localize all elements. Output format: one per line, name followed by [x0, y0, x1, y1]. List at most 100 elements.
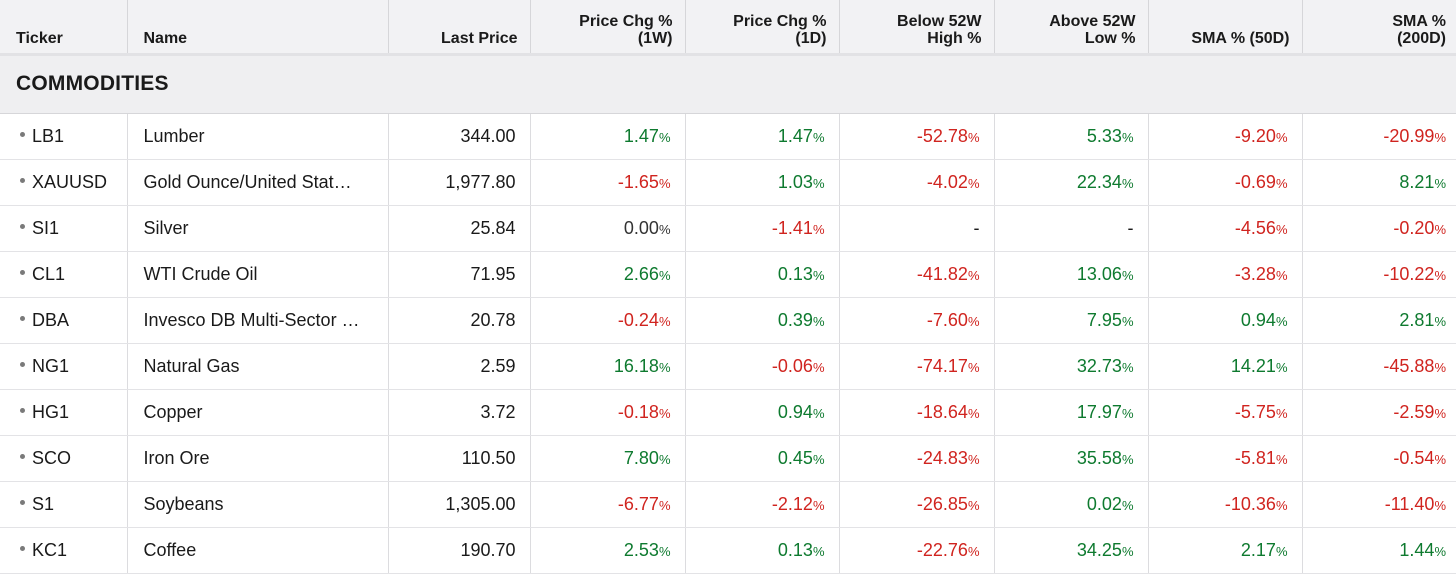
value: -24.83 — [916, 447, 968, 468]
percent-sign: % — [1275, 221, 1288, 237]
value: -0.24 — [617, 309, 659, 330]
value: -9.20 — [1234, 125, 1276, 146]
column-header-sma-50d[interactable]: SMA % (50D) — [1148, 0, 1303, 55]
table-row[interactable]: KC1 Coffee 190.70 2.53% 0.13% -22.76% 34… — [0, 527, 1456, 574]
value: 14.21 — [1230, 355, 1276, 376]
percent-sign: % — [658, 175, 671, 191]
ticker-cell[interactable]: LB1 — [0, 113, 128, 160]
chg-1d-cell: -2.12% — [685, 481, 840, 528]
last-price-cell: 2.59 — [388, 343, 531, 390]
name-cell[interactable]: Iron Ore — [127, 435, 389, 482]
percent-sign: % — [658, 359, 671, 375]
value: -2.59 — [1393, 401, 1435, 422]
ticker-cell[interactable]: DBA — [0, 297, 128, 344]
percent-sign: % — [1121, 543, 1134, 559]
above-52w-low-cell: 34.25% — [994, 527, 1149, 574]
last-price-cell: 344.00 — [388, 113, 531, 160]
sma-200d-cell: -20.99% — [1302, 113, 1456, 160]
value: -10.22 — [1383, 263, 1435, 284]
ticker-symbol[interactable]: XAUUSD — [32, 171, 108, 192]
column-header-chg-1d[interactable]: Price Chg % (1D) — [685, 0, 840, 55]
below-52w-high-cell: -7.60% — [839, 297, 995, 344]
value: -1.65 — [617, 171, 659, 192]
value: 35.58 — [1076, 447, 1122, 468]
value: -52.78 — [916, 125, 968, 146]
table-row[interactable]: HG1 Copper 3.72 -0.18% 0.94% -18.64% 17.… — [0, 389, 1456, 436]
table-row[interactable]: XAUUSD Gold Ounce/United Stat… 1,977.80 … — [0, 159, 1456, 206]
name-cell[interactable]: WTI Crude Oil — [127, 251, 389, 298]
ticker-symbol[interactable]: S1 — [32, 493, 55, 514]
value: -41.82 — [916, 263, 968, 284]
value: -10.36 — [1224, 493, 1276, 514]
column-header-above-52w-low[interactable]: Above 52W Low % — [994, 0, 1149, 55]
ticker-symbol[interactable]: HG1 — [32, 401, 70, 422]
ticker-symbol[interactable]: SCO — [32, 447, 72, 468]
sma-200d-cell: -0.54% — [1302, 435, 1456, 482]
ticker-symbol[interactable]: KC1 — [32, 539, 68, 560]
value: 1.44 — [1399, 539, 1435, 560]
sma-200d-cell: -2.59% — [1302, 389, 1456, 436]
value: -18.64 — [916, 401, 968, 422]
ticker-cell[interactable]: S1 — [0, 481, 128, 528]
ticker-cell[interactable]: CL1 — [0, 251, 128, 298]
percent-sign: % — [812, 359, 825, 375]
table-row[interactable]: NG1 Natural Gas 2.59 16.18% -0.06% -74.1… — [0, 343, 1456, 390]
ticker-symbol[interactable]: CL1 — [32, 263, 66, 284]
above-52w-low-cell: 35.58% — [994, 435, 1149, 482]
percent-sign: % — [1121, 267, 1134, 283]
value: 0.94 — [777, 401, 813, 422]
ticker-symbol[interactable]: NG1 — [32, 355, 70, 376]
column-header-below-52w-high[interactable]: Below 52W High % — [839, 0, 995, 55]
chg-1d-cell: 0.94% — [685, 389, 840, 436]
ticker-symbol[interactable]: LB1 — [32, 125, 65, 146]
column-header-sma-200d[interactable]: SMA % (200D) — [1302, 0, 1456, 55]
ticker-cell[interactable]: KC1 — [0, 527, 128, 574]
value: 1.03 — [777, 171, 813, 192]
column-header-ticker[interactable]: Ticker — [0, 0, 128, 55]
chg-1d-cell: -0.06% — [685, 343, 840, 390]
column-header-chg-1w[interactable]: Price Chg % (1W) — [530, 0, 686, 55]
value: 16.18 — [613, 355, 659, 376]
below-52w-high-cell: -22.76% — [839, 527, 995, 574]
table-row[interactable]: DBA Invesco DB Multi-Sector … 20.78 -0.2… — [0, 297, 1456, 344]
name-cell[interactable]: Gold Ounce/United Stat… — [127, 159, 389, 206]
ticker-symbol[interactable]: DBA — [32, 309, 70, 330]
value: -2.12 — [771, 493, 813, 514]
percent-sign: % — [1121, 405, 1134, 421]
value: -6.77 — [617, 493, 659, 514]
value: -0.06 — [771, 355, 813, 376]
above-52w-low-cell: 22.34% — [994, 159, 1149, 206]
value: -5.81 — [1234, 447, 1276, 468]
name-cell[interactable]: Lumber — [127, 113, 389, 160]
table-row[interactable]: SI1 Silver 25.84 0.00% -1.41% - - -4.56%… — [0, 205, 1456, 252]
column-header-name[interactable]: Name — [127, 0, 389, 55]
ticker-cell[interactable]: NG1 — [0, 343, 128, 390]
table-row[interactable]: CL1 WTI Crude Oil 71.95 2.66% 0.13% -41.… — [0, 251, 1456, 298]
ticker-cell[interactable]: HG1 — [0, 389, 128, 436]
percent-sign: % — [658, 497, 671, 513]
ticker-cell[interactable]: SCO — [0, 435, 128, 482]
name-cell[interactable]: Invesco DB Multi-Sector … — [127, 297, 389, 344]
percent-sign: % — [967, 497, 980, 513]
percent-sign: % — [812, 497, 825, 513]
column-header-last-price[interactable]: Last Price — [388, 0, 531, 55]
name-cell[interactable]: Natural Gas — [127, 343, 389, 390]
table-row[interactable]: LB1 Lumber 344.00 1.47% 1.47% -52.78% 5.… — [0, 113, 1456, 160]
name-cell[interactable]: Silver — [127, 205, 389, 252]
value: 0.13 — [777, 539, 813, 560]
name-cell[interactable]: Soybeans — [127, 481, 389, 528]
ticker-symbol[interactable]: SI1 — [32, 217, 60, 238]
percent-sign: % — [658, 405, 671, 421]
ticker-cell[interactable]: SI1 — [0, 205, 128, 252]
name-cell[interactable]: Copper — [127, 389, 389, 436]
percent-sign: % — [658, 543, 671, 559]
percent-sign: % — [1275, 267, 1288, 283]
percent-sign: % — [1121, 359, 1134, 375]
percent-sign: % — [1275, 129, 1288, 145]
chg-1w-cell: 16.18% — [530, 343, 686, 390]
name-cell[interactable]: Coffee — [127, 527, 389, 574]
ticker-cell[interactable]: XAUUSD — [0, 159, 128, 206]
table-row[interactable]: S1 Soybeans 1,305.00 -6.77% -2.12% -26.8… — [0, 481, 1456, 528]
value: 1.47 — [623, 125, 659, 146]
table-row[interactable]: SCO Iron Ore 110.50 7.80% 0.45% -24.83% … — [0, 435, 1456, 482]
